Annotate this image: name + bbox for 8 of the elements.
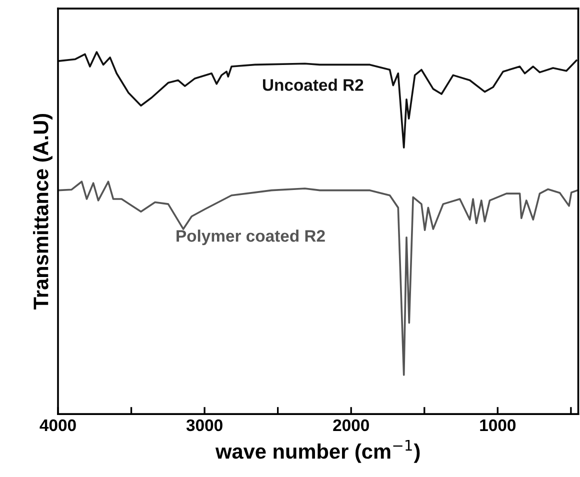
x-tick-label: 3000 xyxy=(186,419,222,432)
series-label: Polymer coated R2 xyxy=(176,230,325,246)
series-label: Uncoated R2 xyxy=(262,78,364,91)
x-tick-label: 2000 xyxy=(333,419,369,432)
y-axis-title: Transmittance (A.U) xyxy=(33,114,52,310)
x-axis-title: wave number (cm$^{−1}$) xyxy=(215,440,420,463)
x-tick-label: 4000 xyxy=(40,419,76,432)
x-tick-label: 1000 xyxy=(480,419,516,432)
